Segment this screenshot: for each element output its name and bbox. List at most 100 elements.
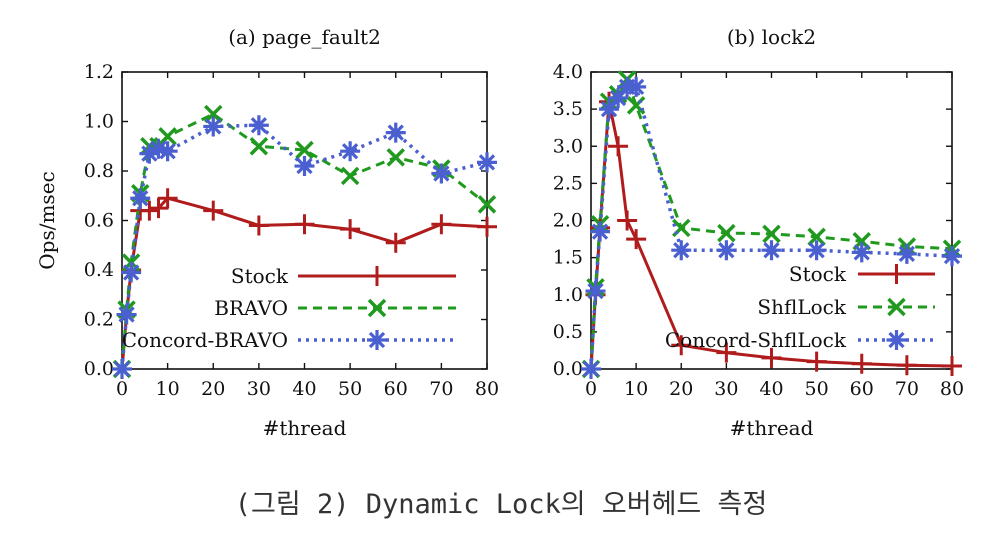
series-line-green	[589, 77, 953, 370]
data-point-green	[158, 127, 177, 146]
x-tick-label: 0	[585, 378, 597, 400]
figure-caption: (그림 2) Dynamic Lock의 오버헤드 측정	[234, 489, 768, 520]
x-tick-label: 20	[669, 378, 693, 400]
x-tick-label: 70	[429, 378, 453, 400]
y-tick-label: 2.0	[553, 210, 583, 232]
data-point-stock	[431, 214, 452, 235]
data-point-blue	[942, 246, 962, 267]
x-tick-label: 0	[116, 378, 128, 400]
data-point-stock	[294, 214, 315, 235]
y-tick-label: 2.5	[553, 172, 583, 194]
data-point-blue	[599, 99, 620, 120]
chart-title: (b) lock2	[727, 25, 816, 49]
x-tick-label: 40	[292, 378, 316, 400]
x-tick-label: 50	[805, 378, 829, 400]
legend-label: ShflLock	[757, 295, 846, 319]
x-tick-label: 40	[759, 378, 783, 400]
legend-marker-green	[367, 298, 387, 318]
legend-marker-blue	[367, 330, 387, 350]
data-point-blue	[385, 122, 406, 143]
chart-lock2: 0.0 0.5 1.0 1.5 2.0 2.5 3.0 3.5 4.0 0 10 20 30 40 50 60…	[553, 25, 964, 440]
data-point-green	[717, 223, 736, 243]
data-point-stock	[761, 347, 782, 368]
legend-label: Concord-ShflLock	[665, 328, 847, 352]
data-point-blue	[590, 221, 611, 242]
x-tick-label: 80	[940, 378, 964, 400]
data-point-stock	[626, 229, 647, 250]
series-line-green	[120, 112, 488, 370]
legend-marker-blue	[886, 330, 907, 350]
x-tick-label: 10	[624, 378, 648, 400]
y-tick-label: 0.4	[84, 259, 114, 281]
y-tick-label: 0.2	[84, 309, 114, 331]
legend-label: Stock	[789, 262, 847, 286]
data-point-stock	[617, 210, 638, 231]
data-point-stock	[203, 200, 224, 221]
data-point-blue	[203, 116, 224, 137]
data-point-stock	[806, 351, 827, 372]
chart-title: (a) page_fault2	[228, 25, 381, 49]
data-point-blue	[248, 115, 269, 136]
data-point-stock	[139, 200, 160, 221]
x-tick-label: 30	[247, 378, 271, 400]
legend-marker-stock	[367, 266, 387, 286]
x-tick-label: 60	[850, 378, 874, 400]
data-point-stock	[716, 342, 737, 363]
data-point-stock	[385, 232, 406, 253]
chart-page-fault2: 0.0 0.2 0.4 0.6 0.8 1.0 1.2 0 10 20 30 40 50 60 70 80 (a…	[35, 25, 499, 440]
data-point-blue	[157, 141, 178, 162]
x-tick-label: 50	[338, 378, 362, 400]
data-point-stock	[896, 355, 917, 376]
legend-label: Stock	[231, 264, 289, 288]
data-point-green	[340, 166, 360, 186]
data-point-blue	[121, 262, 142, 283]
data-point-blue	[294, 156, 315, 177]
data-point-blue	[116, 304, 137, 325]
x-tick-label: 80	[475, 378, 499, 400]
x-tick-label: 60	[384, 378, 408, 400]
y-tick-label: 4.0	[553, 61, 583, 83]
y-axis-label: Ops/msec	[35, 171, 59, 269]
data-point-blue	[851, 242, 872, 263]
x-tick-label: 30	[714, 378, 738, 400]
data-point-stock	[671, 335, 692, 356]
data-point-stock	[608, 136, 629, 157]
data-point-blue	[581, 359, 601, 379]
y-tick-label: 1.0	[553, 284, 583, 306]
y-tick-label: 0.0	[84, 358, 114, 380]
x-axis-label: #thread	[263, 416, 347, 440]
data-point-stock	[851, 353, 872, 374]
legend-label: Concord-BRAVO	[122, 328, 288, 352]
data-point-stock	[248, 215, 269, 236]
data-point-green	[386, 148, 405, 167]
data-point-green	[249, 137, 269, 156]
data-point-blue	[148, 138, 169, 159]
data-point-green	[295, 140, 314, 160]
legend-label: BRAVO	[214, 296, 288, 320]
x-tick-label: 20	[201, 378, 225, 400]
y-tick-label: 3.5	[553, 98, 583, 120]
data-point-blue	[139, 143, 160, 164]
data-point-blue	[340, 141, 361, 162]
data-point-stock	[340, 219, 361, 240]
data-point-blue	[626, 76, 647, 97]
data-point-stock	[942, 356, 962, 377]
x-tick-label: 70	[895, 378, 919, 400]
data-point-blue	[896, 243, 917, 264]
y-tick-label: 3.0	[553, 135, 583, 157]
legend-marker-green	[887, 297, 906, 317]
y-tick-label: 1.5	[553, 247, 583, 269]
data-point-stock	[157, 188, 178, 209]
data-point-green	[762, 224, 781, 244]
data-point-green	[807, 227, 826, 247]
data-point-blue	[608, 87, 629, 108]
data-point-stock	[148, 198, 169, 219]
y-tick-label: 0.5	[553, 321, 583, 343]
y-tick-label: 1.2	[84, 61, 114, 83]
x-axis-label: #thread	[730, 416, 814, 440]
y-tick-label: 0.6	[84, 210, 114, 232]
data-point-blue	[761, 240, 782, 261]
figure: 0.0 0.2 0.4 0.6 0.8 1.0 1.2 0 10 20 30 40 50 60 70 80 (a…	[35, 25, 964, 440]
legend-marker-stock	[886, 264, 907, 284]
data-point-blue	[806, 240, 827, 261]
